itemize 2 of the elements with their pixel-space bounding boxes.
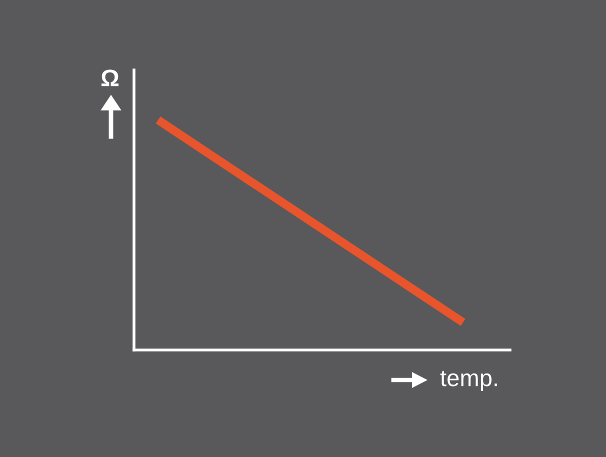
- x-axis-title: temp.: [440, 370, 497, 392]
- y-axis-title: Ω: [101, 70, 119, 86]
